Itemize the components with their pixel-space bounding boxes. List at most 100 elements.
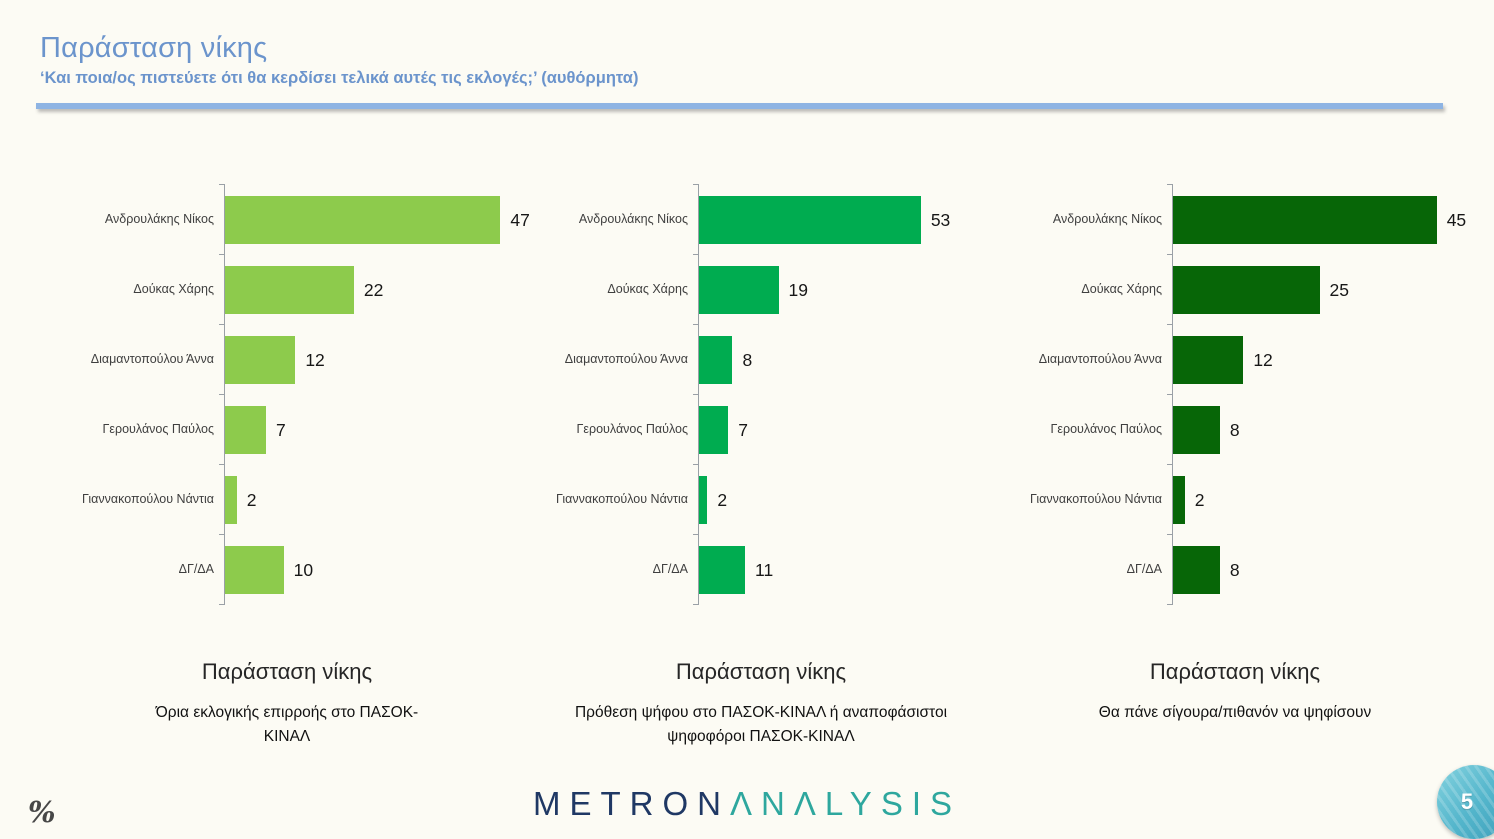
bar-row: Γιαννακοπούλου Νάντια 2: [56, 464, 518, 535]
category-label: Διαμαντοπούλου Άννα: [564, 352, 688, 367]
plot-cell: 22: [219, 254, 518, 325]
bar-row: Δούκας Χάρης 25: [1004, 254, 1466, 325]
category-label: Διαμαντοπούλου Άννα: [1038, 352, 1162, 367]
value-label: 47: [510, 209, 530, 230]
category-label: Ανδρουλάκης Νίκος: [578, 212, 688, 227]
plot-cell: 12: [1167, 324, 1466, 395]
plot-cell: 7: [219, 394, 518, 465]
metron-analysis-logo: METRONΛNΛLYSIS: [0, 785, 1494, 823]
value-label: 19: [788, 279, 808, 300]
chart-likely-voters: Ανδρουλάκης Νίκος 45 Δούκας Χάρης 25 Δια…: [1004, 184, 1466, 749]
bar-row: Ανδρουλάκης Νίκος 53: [530, 184, 992, 255]
category-label: Γερουλάνος Παύλος: [1050, 422, 1162, 437]
bar-row: ΔΓ/ΔΑ 8: [1004, 534, 1466, 605]
value-label: 25: [1329, 279, 1349, 300]
page-number-badge: 5: [1437, 765, 1494, 839]
bar-row: ΔΓ/ΔΑ 11: [530, 534, 992, 605]
bar: [1173, 336, 1244, 384]
value-label: 7: [738, 419, 749, 440]
bar-row: Ανδρουλάκης Νίκος 47: [56, 184, 530, 255]
plot-cell: 19: [693, 254, 992, 325]
value-label: 8: [1229, 559, 1240, 580]
category-label: Ανδρουλάκης Νίκος: [1052, 212, 1162, 227]
chart-footer: Παράσταση νίκης Θα πάνε σίγουρα/πιθανόν …: [1004, 659, 1466, 725]
chart-title: Παράσταση νίκης: [1149, 659, 1321, 684]
slide-header: Παράσταση νίκης ‘Και ποια/ος πιστεύετε ό…: [40, 32, 638, 88]
bar-chart: Ανδρουλάκης Νίκος 47 Δούκας Χάρης 22 Δια…: [56, 184, 530, 605]
bar: [225, 406, 267, 454]
bar-row: ΔΓ/ΔΑ 10: [56, 534, 518, 605]
bar: [1173, 196, 1437, 244]
plot-cell: 8: [1167, 534, 1466, 605]
value-label: 12: [305, 349, 325, 370]
bar: [699, 546, 746, 594]
header-divider: [36, 103, 1443, 109]
category-label: ΔΓ/ΔΑ: [652, 562, 688, 577]
bar-chart: Ανδρουλάκης Νίκος 53 Δούκας Χάρης 19 Δια…: [530, 184, 992, 605]
bar: [225, 196, 501, 244]
plot-cell: 10: [219, 534, 518, 605]
category-label: Δούκας Χάρης: [607, 282, 688, 297]
value-label: 10: [293, 559, 314, 580]
page-title: Παράσταση νίκης: [40, 32, 268, 64]
chart-subtitle: Όρια εκλογικής επιρροής στο ΠΑΣΟΚ-ΚΙΝΑΛ: [155, 704, 419, 746]
logo-text-metron: METRON: [532, 785, 730, 822]
category-label: Γιαννακοπούλου Νάντια: [82, 492, 214, 507]
bar: [699, 336, 733, 384]
bar: [225, 546, 284, 594]
bar-row: Δούκας Χάρης 19: [530, 254, 992, 325]
plot-cell: 45: [1167, 184, 1466, 255]
value-label: 7: [276, 419, 286, 440]
bar-row: Γερουλάνος Παύλος 8: [1004, 394, 1466, 465]
value-label: 11: [755, 559, 774, 580]
logo-text-analysis: ΛNΛLYSIS: [729, 785, 962, 822]
bar-row: Γερουλάνος Παύλος 7: [56, 394, 518, 465]
value-label: 22: [363, 279, 384, 300]
chart-footer: Παράσταση νίκης Όρια εκλογικής επιρροής …: [56, 659, 518, 749]
charts-container: Ανδρουλάκης Νίκος 47 Δούκας Χάρης 22 Δια…: [56, 184, 1466, 749]
bar: [699, 266, 779, 314]
plot-cell: 8: [693, 324, 992, 395]
chart-subtitle: Θα πάνε σίγουρα/πιθανόν να ψηφίσουν: [1098, 704, 1372, 721]
bar: [225, 336, 296, 384]
bar: [1173, 546, 1220, 594]
plot-cell: 8: [1167, 394, 1466, 465]
bar: [699, 196, 921, 244]
bar-row: Ανδρουλάκης Νίκος 45: [1004, 184, 1466, 255]
bar: [1173, 266, 1320, 314]
category-label: Δούκας Χάρης: [133, 282, 214, 297]
bar-row: Γιαννακοπούλου Νάντια 2: [1004, 464, 1466, 535]
chart-footer: Παράσταση νίκης Πρόθεση ψήφου στο ΠΑΣΟΚ-…: [530, 659, 992, 749]
chart-title: Παράσταση νίκης: [675, 659, 847, 684]
bar: [699, 406, 729, 454]
category-label: Δούκας Χάρης: [1081, 282, 1162, 297]
bar-row: Δούκας Χάρης 22: [56, 254, 518, 325]
value-label: 8: [1229, 419, 1240, 440]
plot-cell: 53: [693, 184, 992, 255]
plot-cell: 12: [219, 324, 518, 395]
bar-row: Γιαννακοπούλου Νάντια 2: [530, 464, 992, 535]
page-subtitle: ‘Και ποια/ος πιστεύετε ότι θα κερδίσει τ…: [40, 69, 639, 87]
category-label: Ανδρουλάκης Νίκος: [104, 212, 214, 227]
chart-title: Παράσταση νίκης: [201, 659, 373, 684]
bar-chart: Ανδρουλάκης Νίκος 45 Δούκας Χάρης 25 Δια…: [1004, 184, 1466, 605]
bar-row: Διαμαντοπούλου Άννα 12: [1004, 324, 1466, 395]
value-label: 53: [930, 209, 951, 230]
bar: [699, 476, 708, 524]
category-label: ΔΓ/ΔΑ: [1126, 562, 1162, 577]
category-label: Διαμαντοπούλου Άννα: [90, 352, 214, 367]
plot-cell: 47: [219, 184, 530, 255]
category-label: ΔΓ/ΔΑ: [178, 562, 214, 577]
bar-row: Διαμαντοπούλου Άννα 12: [56, 324, 518, 395]
plot-cell: 2: [693, 464, 992, 535]
value-label: 12: [1253, 349, 1273, 370]
plot-cell: 2: [219, 464, 518, 535]
percent-sign: %: [28, 795, 56, 829]
plot-cell: 7: [693, 394, 992, 465]
value-label: 8: [742, 349, 753, 370]
bar-row: Γερουλάνος Παύλος 7: [530, 394, 992, 465]
category-label: Γερουλάνος Παύλος: [102, 422, 214, 437]
chart-subtitle: Πρόθεση ψήφου στο ΠΑΣΟΚ-ΚΙΝΑΛ ή αναποφάσ…: [574, 704, 948, 746]
value-label: 2: [1194, 489, 1205, 510]
chart-vote-intention: Ανδρουλάκης Νίκος 53 Δούκας Χάρης 19 Δια…: [530, 184, 992, 749]
